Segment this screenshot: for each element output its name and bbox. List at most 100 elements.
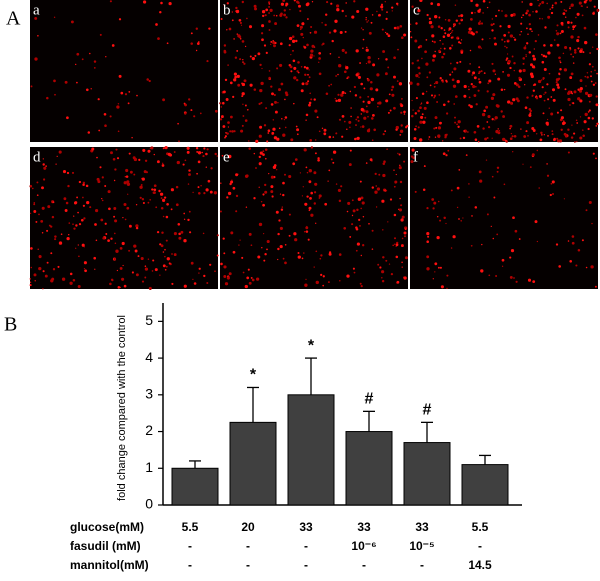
fluorescent-dot [450, 31, 453, 33]
fluorescent-dot [327, 281, 330, 284]
fluorescent-dot [219, 118, 223, 121]
fluorescent-dot [196, 172, 198, 175]
fluorescent-dot [193, 115, 196, 118]
bar [403, 442, 451, 506]
fluorescent-dot [426, 206, 429, 210]
fluorescent-dot [222, 90, 226, 94]
fluorescent-dot [263, 259, 266, 262]
fluorescent-dot [206, 281, 209, 285]
fluorescent-dot [177, 223, 181, 226]
fluorescent-dot [235, 173, 239, 177]
fluorescent-dot [294, 158, 298, 161]
fluorescent-dot [569, 6, 571, 8]
fluorescent-dot [274, 100, 277, 104]
fluorescent-dot [594, 285, 597, 288]
micrograph: d [29, 145, 219, 290]
fluorescent-dot [469, 105, 473, 109]
fluorescent-dot [279, 13, 283, 17]
fluorescent-dot [511, 135, 514, 138]
fluorescent-dot [509, 34, 514, 38]
fluorescent-dot [361, 201, 365, 205]
fluorescent-dot [291, 35, 295, 38]
fluorescent-dot [38, 255, 42, 259]
fluorescent-dot [514, 229, 518, 233]
fluorescent-dot [555, 81, 558, 84]
fluorescent-dot [278, 219, 281, 222]
fluorescent-dot [458, 15, 460, 17]
fluorescent-dot [135, 204, 138, 206]
fluorescent-dot [585, 209, 588, 212]
fluorescent-dot [552, 98, 556, 102]
fluorescent-dot [403, 276, 407, 280]
fluorescent-dot [34, 57, 38, 61]
fluorescent-dot [571, 241, 575, 245]
fluorescent-dot [367, 95, 370, 98]
fluorescent-dot [95, 209, 99, 213]
fluorescent-dot [403, 113, 406, 115]
fluorescent-dot [288, 234, 291, 237]
fluorescent-dot [34, 280, 36, 282]
fluorescent-dot [308, 76, 311, 79]
condition-value: - [246, 539, 250, 553]
fluorescent-dot [453, 103, 456, 105]
fluorescent-dot [430, 94, 434, 97]
fluorescent-dot [478, 66, 481, 69]
fluorescent-dot [543, 99, 546, 102]
fluorescent-dot [178, 140, 180, 143]
fluorescent-dot [43, 166, 47, 170]
fluorescent-dot [42, 288, 44, 290]
fluorescent-dot [420, 103, 422, 105]
fluorescent-dot [202, 155, 205, 158]
fluorescent-dot [224, 282, 229, 286]
fluorescent-dot [365, 62, 368, 65]
fluorescent-dot [395, 255, 399, 259]
fluorescent-dot [275, 14, 278, 17]
fluorescent-dot [188, 169, 191, 172]
fluorescent-dot [569, 104, 571, 106]
fluorescent-dot [268, 29, 271, 31]
fluorescent-dot [582, 129, 584, 131]
fluorescent-dot [306, 18, 309, 20]
fluorescent-dot [563, 9, 566, 11]
fluorescent-dot [385, 189, 388, 192]
fluorescent-dot [307, 238, 310, 241]
fluorescent-dot [397, 48, 399, 51]
fluorescent-dot [484, 137, 488, 141]
fluorescent-dot [393, 213, 397, 217]
fluorescent-dot [587, 116, 591, 120]
fluorescent-dot [268, 20, 271, 23]
fluorescent-dot [214, 109, 218, 113]
fluorescent-dot [507, 100, 511, 104]
fluorescent-dot [301, 257, 304, 260]
fluorescent-dot [270, 190, 274, 194]
fluorescent-dot [51, 215, 55, 219]
fluorescent-dot [261, 38, 264, 42]
fluorescent-dot [539, 2, 542, 5]
fluorescent-dot [78, 180, 82, 184]
fluorescent-dot [567, 92, 570, 95]
fluorescent-dot [76, 81, 78, 84]
fluorescent-dot [391, 93, 395, 97]
fluorescent-dot [491, 29, 494, 32]
fluorescent-dot [360, 196, 364, 200]
fluorescent-dot [417, 109, 421, 113]
fluorescent-dot [358, 218, 361, 222]
fluorescent-dot [228, 154, 232, 159]
fluorescent-dot [315, 250, 318, 253]
fluorescent-dot [119, 286, 121, 289]
fluorescent-dot [386, 32, 389, 36]
fluorescent-dot [521, 1, 523, 3]
fluorescent-dot [268, 172, 270, 175]
fluorescent-dot [338, 118, 342, 121]
fluorescent-dot [481, 243, 483, 246]
fluorescent-dot [433, 82, 436, 85]
fluorescent-dot [474, 12, 476, 14]
fluorescent-dot [496, 104, 500, 108]
fluorescent-dot [581, 14, 584, 17]
fluorescent-dot [404, 256, 408, 260]
fluorescent-dot [162, 264, 166, 268]
fluorescent-dot [308, 69, 310, 71]
fluorescent-dot [117, 103, 120, 105]
fluorescent-dot [160, 244, 164, 248]
fluorescent-dot [187, 218, 190, 222]
